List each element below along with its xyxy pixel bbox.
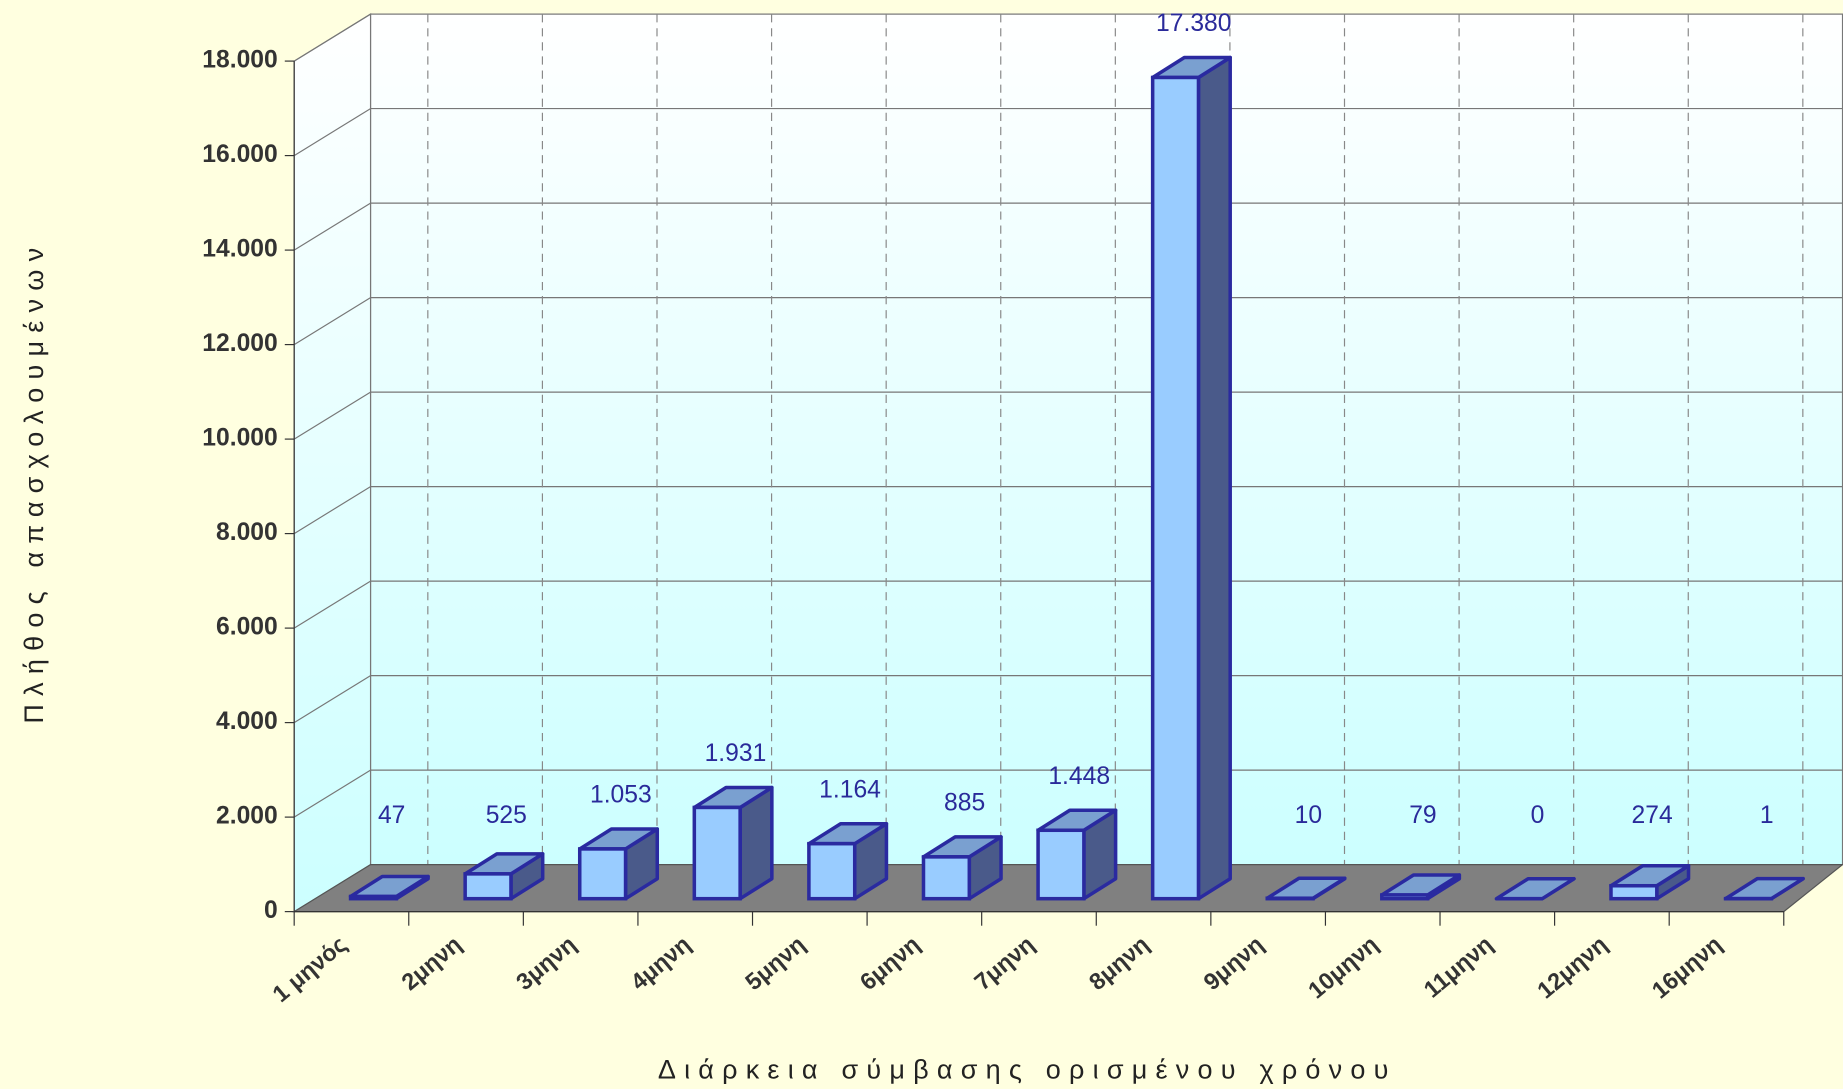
value-label: 274 (1632, 802, 1673, 829)
grid-line (293, 108, 371, 157)
value-label: 1.053 (590, 782, 652, 809)
grid-line (293, 202, 371, 251)
grid-line (293, 297, 371, 346)
bar-front (348, 894, 399, 901)
grid-line (293, 675, 371, 724)
y-tick-label: 2.000 (216, 803, 278, 830)
bar (921, 835, 1003, 901)
back-wall (369, 13, 1843, 866)
bar-front (1036, 828, 1086, 901)
bar (1494, 876, 1576, 901)
bar-front (921, 855, 972, 901)
bar (692, 785, 774, 901)
bar-top (1494, 876, 1576, 901)
bar (463, 852, 545, 901)
y-tick-label: 4.000 (216, 708, 278, 735)
value-label: 525 (486, 802, 527, 829)
bar (1265, 876, 1347, 901)
bar-front (692, 805, 742, 901)
value-label: 1.448 (1048, 763, 1110, 790)
value-label: 47 (378, 802, 405, 829)
value-label: 1 (1760, 802, 1774, 829)
value-label: 10 (1295, 802, 1322, 829)
bar (1609, 864, 1691, 901)
bar (1380, 873, 1462, 901)
value-label: 79 (1409, 802, 1436, 829)
bar-front (577, 847, 628, 901)
value-label: 0 (1531, 802, 1545, 829)
value-label: 885 (944, 790, 985, 817)
bar-front (807, 841, 857, 901)
y-tick-label: 16.000 (202, 141, 277, 168)
bar-front (1609, 883, 1659, 901)
bar (1036, 808, 1118, 901)
bar-side (1196, 55, 1232, 901)
bar-front (1150, 75, 1201, 901)
y-tick-label: 10.000 (202, 425, 277, 452)
bar-front (463, 872, 513, 901)
grid-line (293, 769, 371, 818)
grid-line (293, 580, 371, 629)
grid-line (293, 13, 371, 62)
y-axis-label: Πλήθος απασχολουμένων (19, 240, 49, 724)
y-tick-label: 18.000 (202, 47, 277, 74)
y-tick-label: 14.000 (202, 236, 277, 263)
grid-line (293, 391, 371, 440)
bar (807, 821, 889, 901)
y-tick-label: 12.000 (202, 330, 277, 357)
bar (1150, 55, 1232, 901)
bar (348, 874, 430, 901)
value-label: 1.931 (705, 740, 767, 767)
y-tick-label: 8.000 (216, 519, 278, 546)
y-tick-label: 6.000 (216, 614, 278, 641)
grid-line (293, 486, 371, 535)
bar-front (1380, 893, 1430, 901)
bar (577, 827, 660, 901)
x-axis-label: Διάρκεια σύμβασης ορισμένου χρόνου (658, 1055, 1397, 1085)
value-label: 1.164 (819, 776, 881, 803)
value-label: 17.380 (1156, 10, 1231, 37)
bar (1723, 876, 1805, 901)
y-tick-label: 0 (264, 897, 278, 924)
